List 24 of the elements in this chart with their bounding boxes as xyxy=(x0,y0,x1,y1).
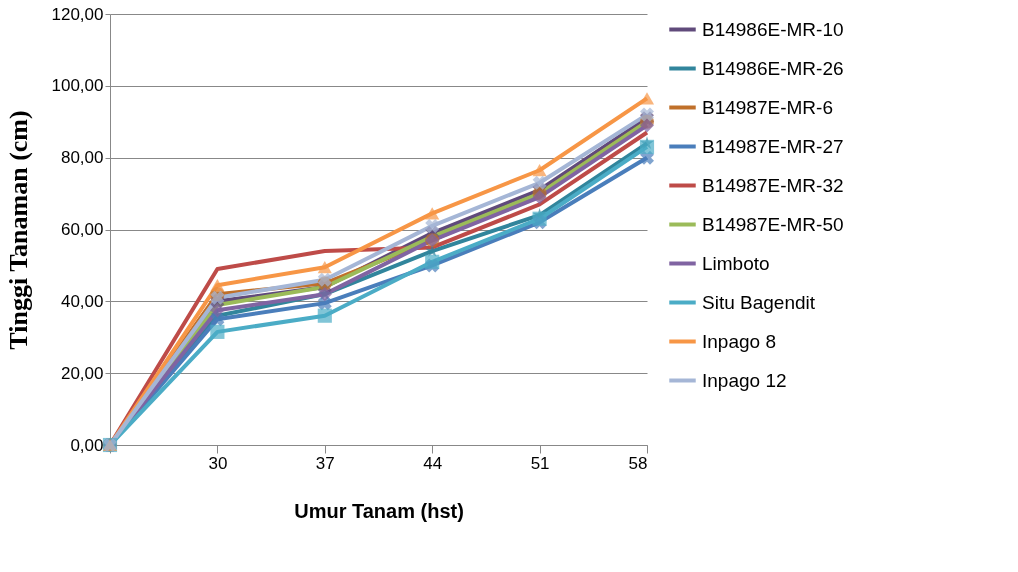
legend-label: B14987E-MR-32 xyxy=(702,174,844,196)
legend-label: Situ Bagendit xyxy=(702,291,816,313)
legend-label: B14987E-MR-50 xyxy=(702,213,844,235)
legend-label: Limboto xyxy=(702,252,770,274)
legend-label: B14986E-MR-26 xyxy=(702,57,844,79)
y-tick-label: 80,00 xyxy=(60,148,104,168)
y-tick-label: 0,00 xyxy=(70,435,104,455)
x-tick-label: 37 xyxy=(315,453,335,473)
legend-label: B14987E-MR-6 xyxy=(702,96,833,118)
x-axis-title: Umur Tanam (hst) xyxy=(294,499,464,522)
y-tick-label: 20,00 xyxy=(60,363,104,383)
x-tick-label: 51 xyxy=(530,453,550,473)
y-tick-label: 120,00 xyxy=(51,4,104,24)
y-tick-label: 100,00 xyxy=(51,76,104,96)
legend-label: Inpago 8 xyxy=(702,330,776,352)
y-tick-label: 40,00 xyxy=(60,291,104,311)
legend-label: B14986E-MR-10 xyxy=(702,18,844,40)
x-tick-label: 30 xyxy=(208,453,228,473)
y-tick-label: 60,00 xyxy=(60,220,104,239)
legend-label: Inpago 12 xyxy=(702,369,787,391)
y-axis-title: Tinggi Tanaman (cm) xyxy=(3,110,33,350)
x-tick-label: 44 xyxy=(423,453,443,473)
x-tick-label: 58 xyxy=(628,453,648,473)
legend-label: B14987E-MR-27 xyxy=(702,135,844,157)
